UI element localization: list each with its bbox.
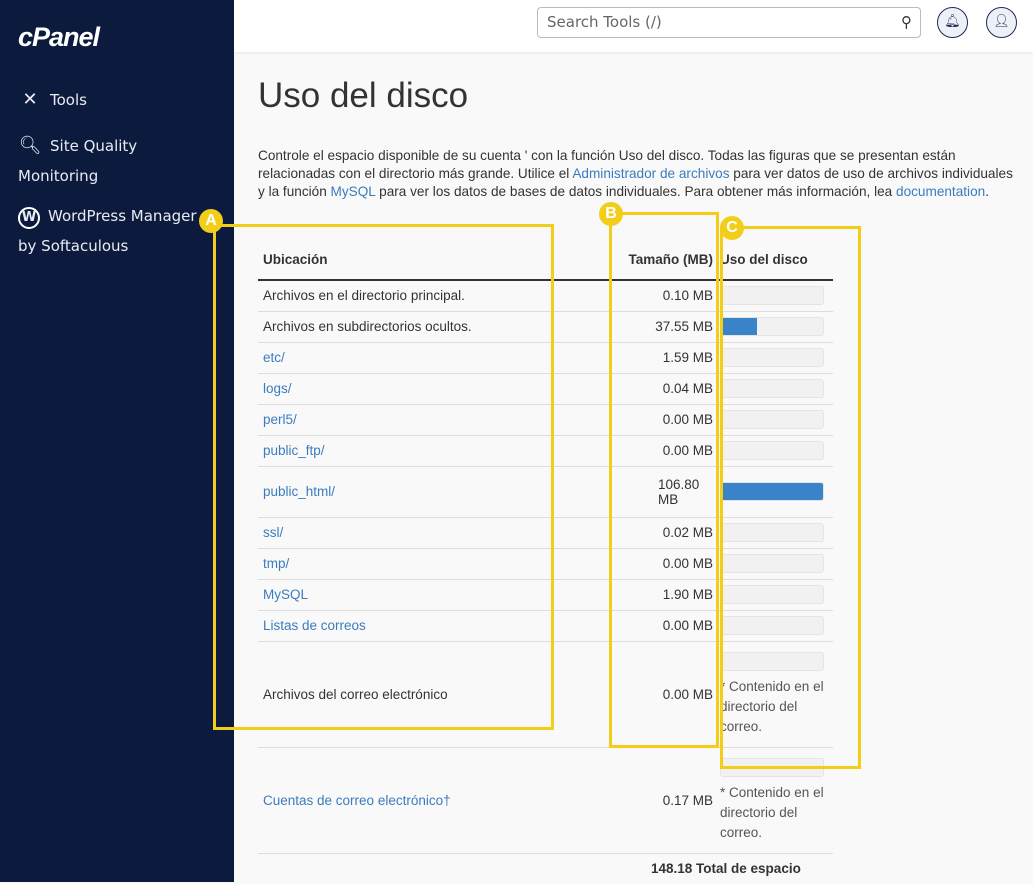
search-input[interactable]: Search Tools (/)⚲ bbox=[537, 7, 921, 38]
search-icon[interactable]: ⚲ bbox=[901, 13, 912, 31]
location-cell: Cuentas de correo electrónico† bbox=[258, 747, 610, 853]
file-manager-link[interactable]: Administrador de archivos bbox=[572, 166, 729, 181]
mysql-link[interactable]: MySQL bbox=[331, 184, 376, 199]
notifications-button[interactable]: 🔔︎ bbox=[937, 7, 968, 38]
annotation-box-a bbox=[213, 224, 554, 730]
bell-icon: 🔔︎ bbox=[944, 14, 961, 29]
total-row: 148.18 Total de espacio bbox=[258, 853, 833, 884]
annotation-badge-b: B bbox=[599, 202, 623, 226]
user-icon: 👤︎ bbox=[993, 14, 1010, 29]
size-cell: 0.17 MB bbox=[610, 747, 718, 853]
annotation-badge-a: A bbox=[199, 209, 223, 233]
usage-note: * Contenido en el directorio del correo. bbox=[720, 783, 828, 843]
total-space: 148.18 Total de espacio bbox=[610, 853, 833, 884]
location-link[interactable]: Cuentas de correo electrónico† bbox=[263, 793, 451, 808]
site-quality-icon: 🔍︎ bbox=[18, 131, 42, 161]
top-header: Search Tools (/)⚲ 🔔︎ 👤︎ bbox=[234, 0, 1033, 52]
annotation-box-c bbox=[720, 226, 861, 769]
page-intro: Controle el espacio disponible de su cue… bbox=[258, 147, 1023, 201]
documentation-link[interactable]: documentation bbox=[896, 184, 985, 199]
cpanel-logo[interactable]: cPanel bbox=[18, 22, 99, 53]
annotation-box-b bbox=[609, 212, 719, 748]
annotation-badge-c: C bbox=[720, 216, 744, 240]
sidebar: cPanel ✕Tools 🔍︎Site Quality Monitoring … bbox=[0, 0, 234, 882]
page-title: Uso del disco bbox=[258, 76, 468, 116]
user-menu-button[interactable]: 👤︎ bbox=[986, 7, 1017, 38]
tools-icon: ✕ bbox=[18, 85, 42, 115]
sidebar-item-tools[interactable]: ✕Tools bbox=[18, 85, 228, 115]
sidebar-item-site-quality[interactable]: 🔍︎Site Quality Monitoring bbox=[18, 131, 168, 191]
wordpress-icon: W bbox=[18, 207, 40, 229]
